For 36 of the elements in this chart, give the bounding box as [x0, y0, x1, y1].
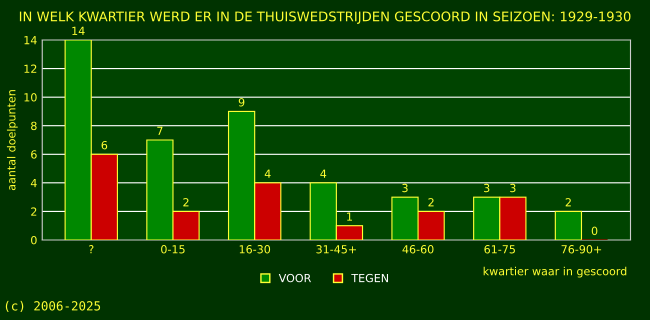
text: (c) 2006-2025 — [6, 300, 100, 312]
bar — [554, 210, 582, 240]
data-label: 7 — [157, 126, 162, 135]
data-label: 14 — [72, 26, 85, 35]
y-axis-title: aantal doelpunten — [6, 90, 18, 190]
y-tick-label: 8 — [31, 122, 37, 130]
x-axis-title: kwartier waar in gescoord — [484, 266, 626, 278]
data-label: 6 — [102, 140, 108, 150]
x-tick-label: 61-75 — [484, 245, 515, 254]
x-tick-label: 76-90+ — [562, 245, 602, 254]
y-tick-label: 14 — [24, 36, 37, 44]
legend-label: TEGEN — [351, 274, 388, 282]
y-tick-label: 2 — [31, 207, 36, 216]
data-label: 2 — [183, 198, 188, 206]
data-label: 2 — [428, 198, 434, 206]
y-tick-label: 10 — [24, 93, 37, 102]
data-label: 3 — [510, 184, 516, 192]
data-label: 3 — [402, 184, 408, 192]
chart-title: IN WELK KWARTIER WERD ER IN DE THUISWEDSTRIJDEN GESCOORD IN SEIZOEN: 1929-1930 — [20, 11, 630, 24]
data-label: 0 — [592, 226, 598, 236]
data-label: 4 — [264, 170, 271, 178]
data-label: 2 — [566, 198, 571, 206]
y-tick-label: 4 — [30, 178, 37, 188]
data-label: 1 — [347, 212, 352, 221]
x-tick-label: ? — [89, 245, 94, 254]
x-tick-label: 31-45+ — [316, 245, 356, 254]
y-tick-label: 0 — [31, 236, 37, 244]
data-label: 3 — [484, 184, 490, 192]
x-tick-label: 46-60 — [402, 245, 434, 254]
data-label: 4 — [320, 170, 326, 178]
x-tick-label: 0-15 — [161, 245, 185, 254]
legend-label: VOOR — [278, 274, 312, 282]
data-label: 9 — [238, 98, 244, 106]
y-tick-label: 6 — [31, 150, 37, 159]
y-tick-label: 12 — [24, 64, 36, 73]
x-tick-label: 16-30 — [240, 245, 270, 254]
